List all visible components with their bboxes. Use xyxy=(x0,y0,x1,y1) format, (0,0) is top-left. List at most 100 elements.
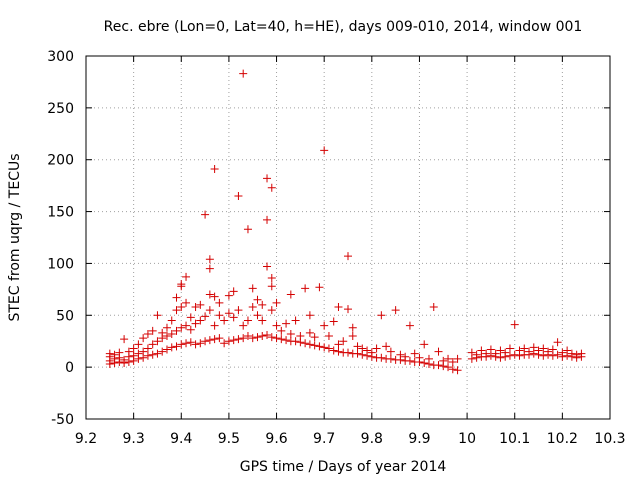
data-point xyxy=(139,347,148,356)
data-point xyxy=(148,350,157,359)
data-point xyxy=(205,264,214,273)
data-point xyxy=(305,311,314,320)
data-point xyxy=(205,306,214,315)
data-point xyxy=(344,348,352,357)
data-point xyxy=(248,284,257,293)
data-point xyxy=(182,339,191,348)
data-point xyxy=(243,225,252,234)
data-point xyxy=(410,349,419,358)
data-point xyxy=(291,337,300,346)
data-point xyxy=(401,352,410,361)
data-point xyxy=(253,333,262,342)
data-point xyxy=(258,316,267,325)
data-point xyxy=(191,302,200,311)
data-point xyxy=(553,338,562,347)
data-point xyxy=(253,311,262,320)
data-point xyxy=(215,298,224,307)
data-point xyxy=(282,319,291,328)
data-point xyxy=(186,313,195,322)
y-tick-label: 50 xyxy=(56,308,74,324)
data-point xyxy=(167,329,176,338)
data-point xyxy=(267,183,276,192)
data-point xyxy=(120,355,129,364)
data-point xyxy=(205,255,214,264)
data-point xyxy=(324,344,333,353)
data-point xyxy=(263,174,272,183)
data-point xyxy=(229,287,238,296)
data-point xyxy=(143,329,152,338)
data-point xyxy=(110,350,119,359)
data-point xyxy=(572,350,581,359)
y-axis-label: STEC from uqrg / TECUs xyxy=(7,153,23,321)
data-point xyxy=(148,326,157,335)
data-point xyxy=(220,316,229,325)
plot-frame xyxy=(85,55,611,420)
data-point xyxy=(577,349,586,358)
data-point xyxy=(167,343,176,352)
data-point xyxy=(105,349,114,358)
data-point xyxy=(129,351,138,360)
data-point xyxy=(301,284,310,293)
data-point xyxy=(224,309,233,318)
y-tick-label: 150 xyxy=(47,205,74,221)
data-point xyxy=(505,344,514,353)
data-point xyxy=(201,210,210,219)
data-point xyxy=(520,344,529,353)
x-tick-label: 10 xyxy=(458,431,476,447)
data-point xyxy=(234,306,243,315)
x-tick-label: 9.7 xyxy=(313,431,335,447)
data-point xyxy=(567,349,576,358)
data-point xyxy=(172,306,181,315)
data-point xyxy=(382,342,391,351)
x-axis-label: GPS time / Days of year 2014 xyxy=(240,459,447,475)
data-point xyxy=(196,316,205,325)
data-point xyxy=(258,332,267,341)
data-point xyxy=(210,292,219,301)
data-point xyxy=(553,350,562,359)
data-point xyxy=(310,333,319,342)
data-point xyxy=(305,328,314,337)
data-point xyxy=(115,348,124,357)
data-point xyxy=(201,312,210,321)
data-point xyxy=(334,302,343,311)
data-point xyxy=(267,273,276,282)
data-point xyxy=(186,338,195,347)
data-point xyxy=(239,334,248,343)
data-point xyxy=(143,344,152,353)
data-point xyxy=(172,293,181,302)
data-point xyxy=(329,346,338,355)
x-tick-label: 9.2 xyxy=(75,431,97,447)
data-point xyxy=(386,354,395,363)
data-point xyxy=(120,335,129,344)
data-point xyxy=(444,354,453,363)
data-point xyxy=(344,305,352,314)
grid xyxy=(86,56,610,419)
data-point xyxy=(177,302,186,311)
data-point xyxy=(439,356,448,365)
data-point xyxy=(191,340,200,349)
data-point xyxy=(320,146,329,155)
y-tick-label: 0 xyxy=(65,360,74,376)
data-point xyxy=(510,320,519,329)
data-point xyxy=(529,343,538,352)
data-point xyxy=(491,349,500,358)
data-point xyxy=(124,347,133,356)
data-point xyxy=(339,337,348,346)
data-point xyxy=(272,321,281,330)
data-point xyxy=(486,345,495,354)
data-point xyxy=(444,363,453,372)
data-point xyxy=(162,323,171,332)
y-tick-label: 200 xyxy=(47,153,74,169)
data-point xyxy=(348,323,357,332)
data-point xyxy=(448,365,457,374)
data-point xyxy=(272,298,281,307)
data-point xyxy=(405,356,414,365)
data-points xyxy=(105,69,586,375)
data-point xyxy=(482,349,491,358)
y-tick-label: 300 xyxy=(47,49,74,65)
data-point xyxy=(162,345,171,354)
data-point xyxy=(182,272,191,281)
data-point xyxy=(448,357,457,366)
data-point xyxy=(177,340,186,349)
data-point xyxy=(334,347,343,356)
